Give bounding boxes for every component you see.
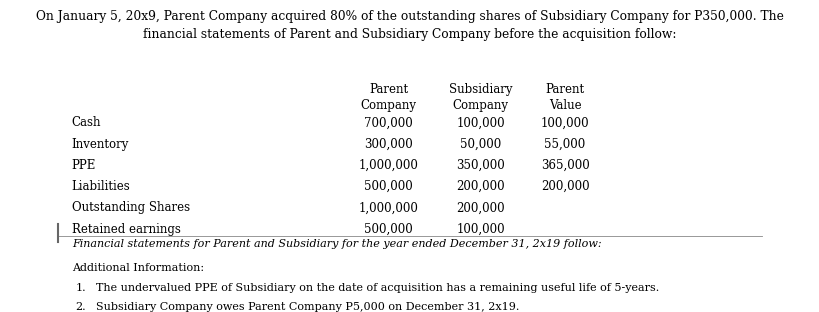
Text: 500,000: 500,000: [364, 222, 413, 236]
Text: Parent: Parent: [545, 83, 584, 96]
Text: Liabilities: Liabilities: [71, 180, 130, 193]
Text: Subsidiary: Subsidiary: [448, 83, 512, 96]
Text: Financial statements for Parent and Subsidiary for the year ended December 31, 2: Financial statements for Parent and Subs…: [71, 239, 600, 249]
Text: 300,000: 300,000: [364, 138, 413, 151]
Text: 50,000: 50,000: [459, 138, 500, 151]
Text: Value: Value: [548, 99, 581, 112]
Text: Inventory: Inventory: [71, 138, 129, 151]
Text: 200,000: 200,000: [540, 180, 589, 193]
Text: 1,000,000: 1,000,000: [359, 201, 419, 214]
Text: 500,000: 500,000: [364, 180, 413, 193]
Text: 700,000: 700,000: [364, 116, 413, 129]
Text: 100,000: 100,000: [455, 116, 505, 129]
Text: PPE: PPE: [71, 159, 96, 172]
Text: 200,000: 200,000: [455, 180, 505, 193]
Text: Cash: Cash: [71, 116, 101, 129]
Text: 1.: 1.: [75, 283, 86, 293]
Text: 200,000: 200,000: [455, 201, 505, 214]
Text: 2.: 2.: [75, 302, 86, 312]
Text: Subsidiary Company owes Parent Company P5,000 on December 31, 2x19.: Subsidiary Company owes Parent Company P…: [96, 302, 519, 312]
Text: Outstanding Shares: Outstanding Shares: [71, 201, 189, 214]
Text: Company: Company: [360, 99, 416, 112]
Text: 100,000: 100,000: [540, 116, 589, 129]
Text: 365,000: 365,000: [540, 159, 589, 172]
Text: Company: Company: [452, 99, 508, 112]
Text: Additional Information:: Additional Information:: [71, 263, 204, 273]
Text: Parent: Parent: [369, 83, 408, 96]
Text: On January 5, 20x9, Parent Company acquired 80% of the outstanding shares of Sub: On January 5, 20x9, Parent Company acqui…: [36, 10, 783, 41]
Text: 350,000: 350,000: [455, 159, 505, 172]
Text: 55,000: 55,000: [544, 138, 585, 151]
Text: 1,000,000: 1,000,000: [359, 159, 419, 172]
Text: The undervalued PPE of Subsidiary on the date of acquisition has a remaining use: The undervalued PPE of Subsidiary on the…: [96, 283, 658, 293]
Text: Retained earnings: Retained earnings: [71, 222, 180, 236]
Text: 100,000: 100,000: [455, 222, 505, 236]
